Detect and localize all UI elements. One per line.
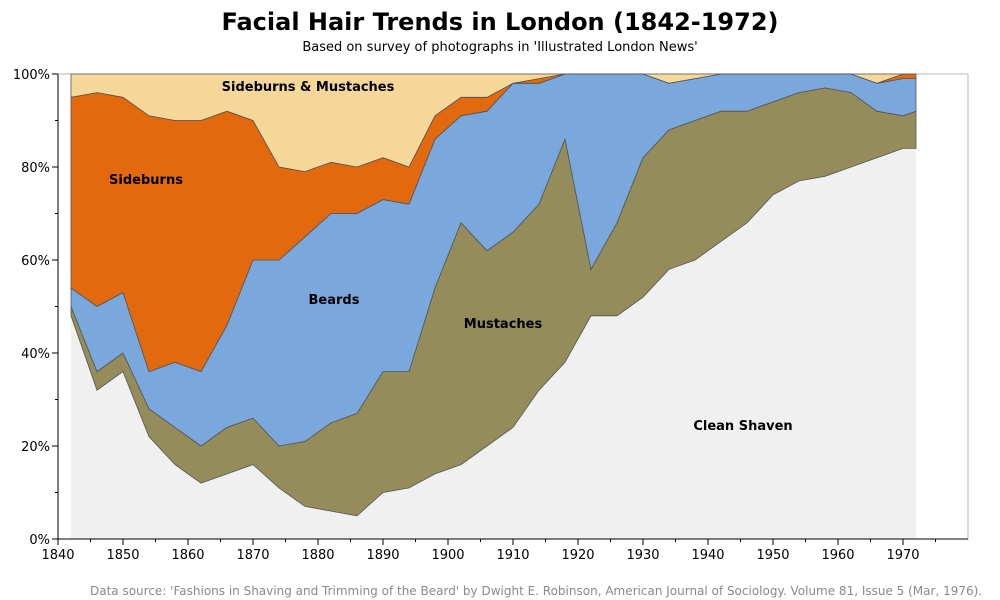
area-sideburns-mustaches xyxy=(70,73,916,173)
axes: 1840 1850 1860 1870 1880 1890 1900 1910 1920 1930… xyxy=(13,68,968,563)
x-tick-label: 1890 xyxy=(366,548,399,563)
area-label-clean-shaven: Clean Shaven xyxy=(693,419,792,434)
x-tick-label: 1880 xyxy=(301,548,334,563)
x-tick-label: 1860 xyxy=(171,548,204,563)
x-tick-label: 1950 xyxy=(756,548,789,563)
x-tick-label: 1900 xyxy=(431,548,464,563)
area-label-sideburns-mustaches: Sideburns & Mustaches xyxy=(222,80,395,95)
chart-subtitle: Based on survey of photographs in 'Illus… xyxy=(302,40,698,55)
x-tick-label: 1930 xyxy=(626,548,659,563)
area-label-mustaches: Mustaches xyxy=(464,317,543,332)
x-tick-label: 1940 xyxy=(691,548,724,563)
y-tick-label: 20% xyxy=(21,440,50,455)
y-tick-label: 100% xyxy=(13,68,50,83)
area-labels: Sideburns & Mustaches Sideburns Beards Must… xyxy=(109,80,793,434)
x-tick-label: 1920 xyxy=(561,548,594,563)
x-tick-label: 1970 xyxy=(886,548,919,563)
chart-title: Facial Hair Trends in London (1842-1972) xyxy=(221,8,779,36)
x-tick-label: 1850 xyxy=(106,548,139,563)
area-label-beards: Beards xyxy=(309,293,360,308)
x-tick-label: 1960 xyxy=(821,548,854,563)
y-tick-label: 80% xyxy=(21,161,50,176)
data-source-note: Data source: 'Fashions in Shaving and Tr… xyxy=(90,584,983,598)
y-tick-label: 60% xyxy=(21,254,50,269)
x-tick-label: 1870 xyxy=(236,548,269,563)
area-clean-shaven xyxy=(71,148,916,539)
series-areas xyxy=(70,73,917,539)
x-tick-label: 1840 xyxy=(41,548,74,563)
y-tick-label: 40% xyxy=(21,347,50,362)
area-label-sideburns: Sideburns xyxy=(109,173,183,188)
x-tick-label: 1910 xyxy=(496,548,529,563)
y-tick-label: 0% xyxy=(29,533,50,548)
